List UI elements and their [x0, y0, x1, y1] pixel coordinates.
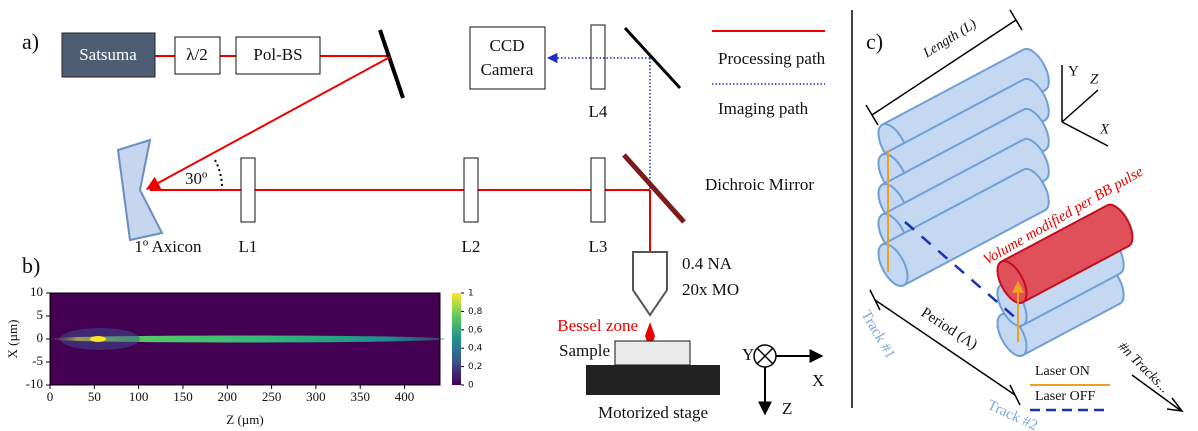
- axicon-label: 1º Axicon: [134, 237, 202, 256]
- legend-label: Imaging path: [718, 99, 809, 118]
- x-tick-label: 300: [306, 389, 326, 404]
- x-tick-label: 0: [47, 389, 54, 404]
- legend-label: Processing path: [718, 49, 826, 68]
- colorbar: [452, 293, 461, 385]
- panel-label: c): [866, 29, 883, 54]
- camera-label: CCD: [490, 36, 525, 55]
- colorbar-tick-label: 1: [468, 289, 474, 299]
- x-tick-label: 350: [350, 389, 370, 404]
- colorbar-tick-label: 0,4: [468, 344, 483, 354]
- panel-label: a): [22, 29, 39, 54]
- period-label: Period (Λ): [918, 305, 980, 353]
- lens: [591, 25, 605, 89]
- dichroic: [624, 155, 684, 222]
- dichroic-label: Dichroic Mirror: [705, 175, 814, 194]
- y-tick-label: 0: [37, 330, 44, 345]
- heatmap-beam: [90, 336, 106, 342]
- panel-label: b): [22, 253, 40, 278]
- sample-label: Sample: [559, 341, 610, 360]
- colorbar-tick-label: 0,8: [468, 307, 483, 317]
- mirror: [625, 28, 680, 88]
- colorbar-tick-label: 0,6: [468, 325, 483, 335]
- length-label: Length (L): [920, 17, 980, 62]
- x-tick-label: 200: [218, 389, 238, 404]
- axis-label: Y: [742, 345, 754, 364]
- axis-label: Y: [1068, 63, 1079, 79]
- lens-label: L4: [589, 102, 608, 121]
- mirror: [380, 30, 403, 98]
- y-tick-label: -10: [26, 376, 43, 391]
- beam: [147, 57, 390, 189]
- track-label: Track #1: [858, 308, 898, 362]
- axis-label: Z: [782, 399, 792, 418]
- y-tick-label: -5: [32, 353, 43, 368]
- bessel-label: Bessel zone: [557, 316, 638, 335]
- sample: [615, 341, 690, 365]
- track-label: Track #2: [985, 397, 1040, 431]
- lens-label: L2: [462, 237, 481, 256]
- stage: [586, 365, 720, 395]
- x-tick-label: 150: [173, 389, 193, 404]
- figure: a) Satsuma λ/2 Pol-BS 30º 1º Axicon L1 L…: [0, 0, 1198, 431]
- angle-label: 30º: [185, 169, 207, 188]
- lens-label: L3: [589, 237, 608, 256]
- stage-label: Motorized stage: [598, 403, 708, 422]
- y-tick-label: 10: [30, 284, 43, 299]
- y-axis-label: X (µm): [5, 320, 20, 359]
- laser-label: Satsuma: [79, 45, 137, 64]
- x-tick-label: 50: [88, 389, 101, 404]
- axis-label: Z: [1090, 71, 1099, 87]
- bs-label: Pol-BS: [253, 45, 302, 64]
- legend-label: Laser ON: [1035, 364, 1090, 379]
- lens-label: L1: [239, 237, 258, 256]
- lens: [591, 158, 605, 222]
- camera-label: Camera: [481, 60, 534, 79]
- y-tick-label: 5: [37, 307, 44, 322]
- colorbar-tick-label: 0: [468, 381, 474, 391]
- x-tick-label: 400: [395, 389, 415, 404]
- angle-arc: [215, 160, 222, 190]
- tracks-label: #n Tracks...: [1115, 339, 1172, 396]
- x-tick-label: 100: [129, 389, 149, 404]
- lens: [241, 158, 255, 222]
- axis-label: X: [1099, 121, 1110, 137]
- axis-label: X: [812, 371, 824, 390]
- colorbar-tick-label: 0,2: [468, 362, 482, 372]
- axis-y: [757, 348, 773, 364]
- objective-label: 0.4 NA: [682, 254, 733, 273]
- objective: [633, 252, 667, 315]
- x-tick-label: 250: [262, 389, 282, 404]
- objective-label: 20x MO: [682, 280, 739, 299]
- waveplate-label: λ/2: [186, 45, 207, 64]
- legend-label: Laser OFF: [1035, 389, 1095, 404]
- lens: [464, 158, 478, 222]
- x-axis-label: Z (µm): [226, 412, 263, 427]
